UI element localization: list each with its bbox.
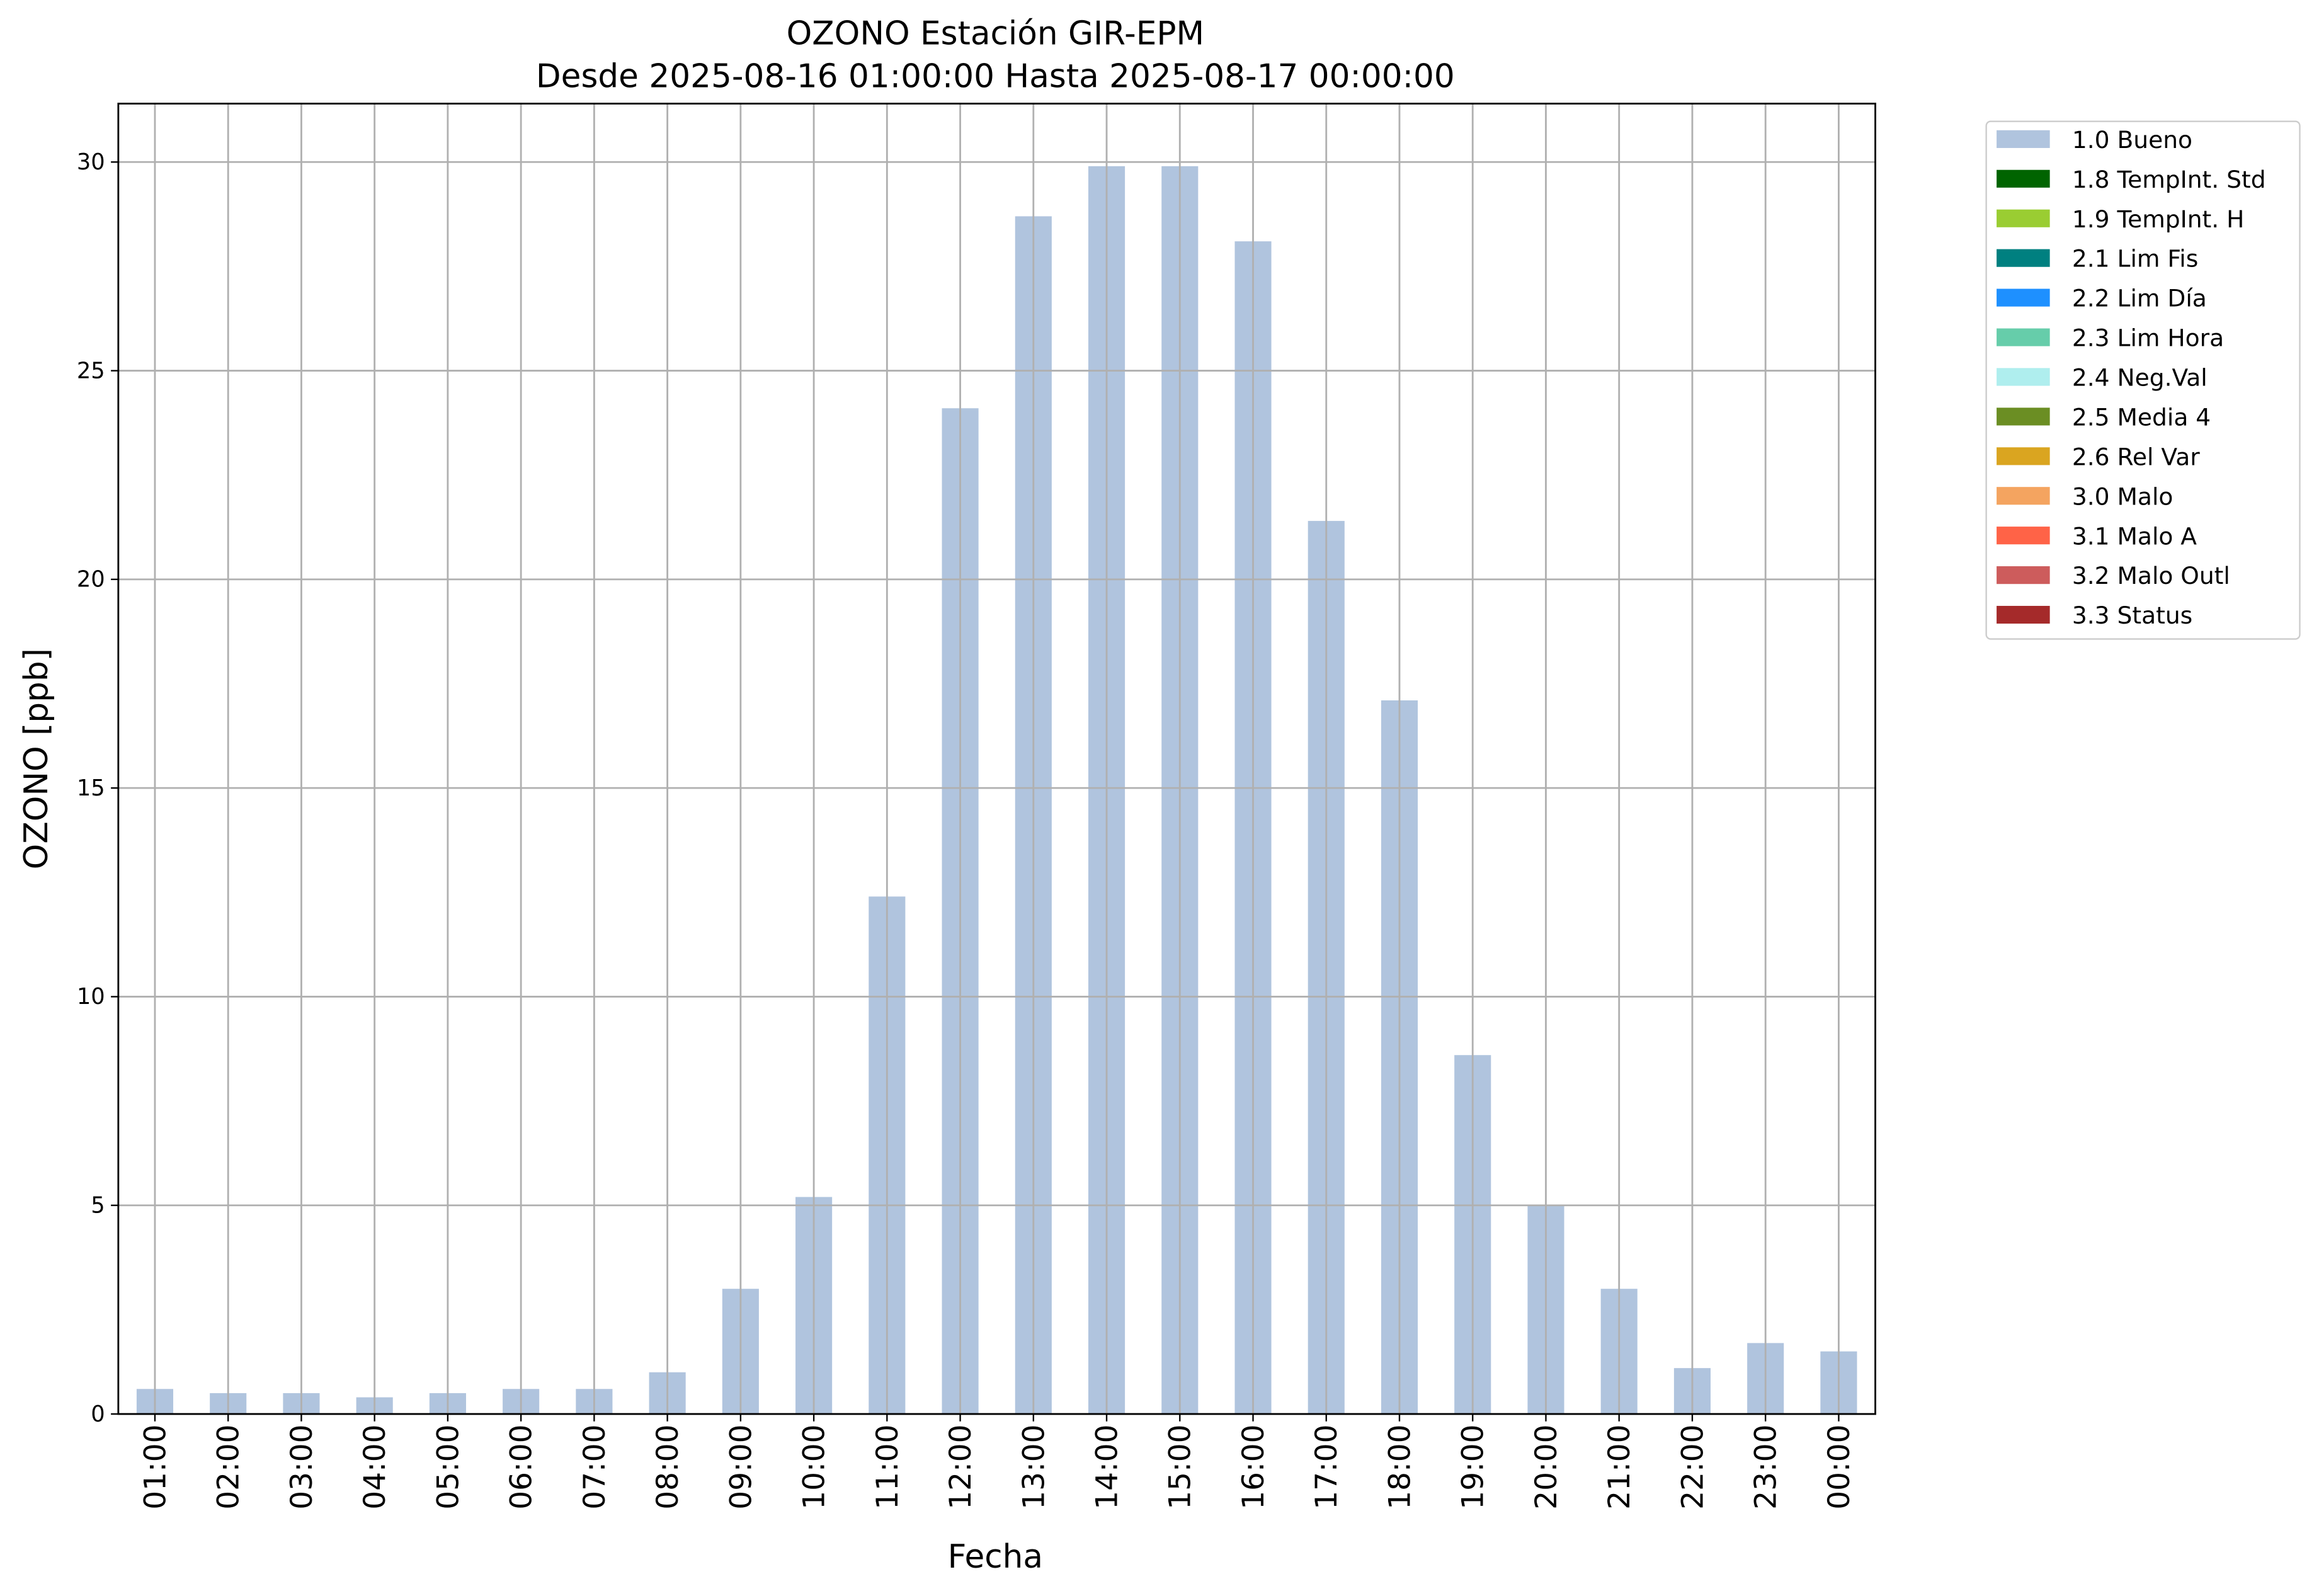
legend-label: 1.8 TempInt. Std — [2072, 166, 2266, 193]
y-tick-label: 0 — [91, 1401, 105, 1427]
x-tick-label: 23:00 — [1749, 1424, 1784, 1509]
legend-label: 2.4 Neg.Val — [2072, 364, 2208, 392]
legend-swatch — [1997, 447, 2050, 465]
legend-swatch — [1997, 209, 2050, 227]
y-tick-label: 5 — [91, 1192, 105, 1218]
x-tick-label: 19:00 — [1456, 1424, 1491, 1509]
y-tick-label: 10 — [77, 984, 105, 1010]
y-tick-label: 30 — [77, 149, 105, 175]
legend-swatch — [1997, 605, 2050, 624]
x-tick-label: 17:00 — [1309, 1424, 1344, 1509]
legend-swatch — [1997, 527, 2050, 545]
x-tick-label: 04:00 — [358, 1424, 392, 1509]
y-tick-label: 20 — [77, 567, 105, 593]
x-tick-label: 03:00 — [285, 1424, 319, 1509]
y-tick-label: 15 — [77, 775, 105, 801]
x-tick-label: 16:00 — [1236, 1424, 1271, 1509]
legend-box — [1985, 120, 2301, 640]
legend-label: 2.3 Lim Hora — [2072, 324, 2224, 352]
legend-swatch — [1997, 130, 2050, 148]
chart-title: OZONO Estación GIR-EPM — [787, 15, 1204, 53]
y-axis-label: OZONO [ppb] — [18, 648, 55, 869]
x-tick-label: 01:00 — [138, 1424, 173, 1509]
x-tick-label: 21:00 — [1602, 1424, 1637, 1509]
legend-label: 2.2 Lim Día — [2072, 285, 2207, 312]
legend-label: 1.0 Bueno — [2072, 126, 2192, 154]
plot-frame — [117, 103, 1876, 1415]
legend-swatch — [1997, 169, 2050, 188]
legend-swatch — [1997, 566, 2050, 584]
x-tick-label: 22:00 — [1675, 1424, 1710, 1509]
x-tick-label: 09:00 — [724, 1424, 758, 1509]
x-tick-label: 08:00 — [651, 1424, 685, 1509]
y-tick-label: 25 — [77, 358, 105, 384]
x-tick-label: 02:00 — [212, 1424, 246, 1509]
x-tick-label: 18:00 — [1382, 1424, 1417, 1509]
x-tick-label: 00:00 — [1822, 1424, 1857, 1509]
legend-label: 2.6 Rel Var — [2072, 443, 2200, 470]
x-tick-label: 12:00 — [943, 1424, 978, 1509]
x-tick-label: 06:00 — [504, 1424, 539, 1509]
legend-label: 3.3 Status — [2072, 601, 2192, 629]
x-tick-label: 20:00 — [1529, 1424, 1564, 1509]
legend-label: 2.5 Media 4 — [2072, 403, 2211, 431]
x-tick-label: 13:00 — [1017, 1424, 1051, 1509]
x-tick-label: 14:00 — [1090, 1424, 1124, 1509]
legend-swatch — [1997, 368, 2050, 386]
legend-label: 3.1 Malo A — [2072, 522, 2197, 550]
x-tick-label: 07:00 — [578, 1424, 612, 1509]
x-axis-label: Fecha — [948, 1538, 1043, 1576]
legend-label: 2.1 Lim Fis — [2072, 245, 2198, 273]
chart-subtitle: Desde 2025-08-16 01:00:00 Hasta 2025-08-… — [536, 58, 1455, 96]
legend-label: 3.0 Malo — [2072, 482, 2174, 510]
legend-label: 3.2 Malo Outl — [2072, 562, 2230, 590]
x-tick-label: 15:00 — [1163, 1424, 1198, 1509]
x-tick-label: 10:00 — [797, 1424, 832, 1509]
legend-swatch — [1997, 408, 2050, 426]
legend-swatch — [1997, 288, 2050, 307]
legend-swatch — [1997, 487, 2050, 505]
x-tick-label: 11:00 — [870, 1424, 905, 1509]
legend-label: 1.9 TempInt. H — [2072, 205, 2245, 233]
x-tick-label: 05:00 — [431, 1424, 465, 1509]
legend-swatch — [1997, 328, 2050, 346]
legend-swatch — [1997, 249, 2050, 267]
